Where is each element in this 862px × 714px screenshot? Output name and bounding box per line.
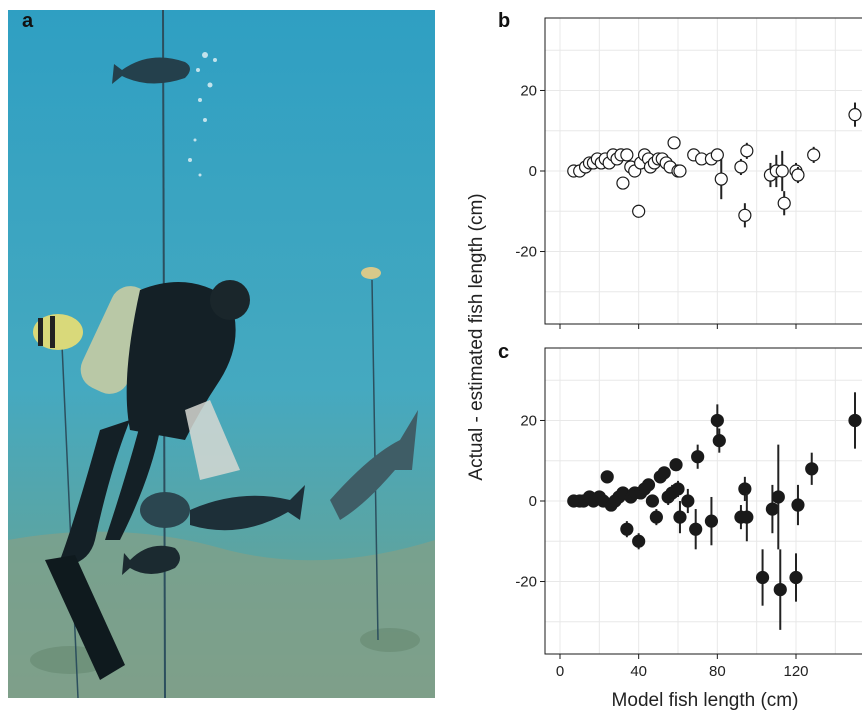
data-point xyxy=(740,510,754,524)
data-point xyxy=(632,204,646,218)
model-fish xyxy=(330,410,418,520)
model-fish xyxy=(122,545,180,575)
y-tick-label: 0 xyxy=(529,493,537,510)
data-point xyxy=(738,482,752,496)
model-fish xyxy=(190,485,305,531)
data-point xyxy=(771,490,785,504)
data-point xyxy=(704,514,719,528)
y-tick-label: -20 xyxy=(515,244,537,261)
x-tick-label: 120 xyxy=(783,663,808,680)
data-point xyxy=(620,148,634,162)
diver-body xyxy=(126,282,236,440)
data-point xyxy=(714,172,728,186)
panel-label-b: b xyxy=(498,10,510,32)
data-point xyxy=(645,494,660,508)
x-tick-labels: 0 40 80 120 xyxy=(556,663,809,680)
data-point xyxy=(765,502,780,516)
data-point xyxy=(689,522,703,536)
y-tick-label: 20 xyxy=(520,412,537,429)
grid xyxy=(545,18,862,324)
x-tick-label: 40 xyxy=(630,663,647,680)
data-point xyxy=(775,164,789,178)
panel-label-c: c xyxy=(498,341,509,363)
axis-ticks: -20 0 20 xyxy=(515,82,797,329)
model-fish-float xyxy=(33,314,83,350)
data-point xyxy=(791,498,805,512)
float-buoy xyxy=(361,267,381,279)
data-point xyxy=(805,462,819,476)
data-point xyxy=(673,164,687,178)
data-point xyxy=(791,168,805,182)
data-point xyxy=(671,482,685,496)
chart-b: -20 0 20 xyxy=(515,17,862,329)
data-point xyxy=(777,196,791,210)
axis-ticks: -20 0 20 xyxy=(515,412,797,659)
data-point xyxy=(712,434,726,448)
y-axis-title: Actual - estimated fish length (cm) xyxy=(466,193,487,480)
x-tick-label: 0 xyxy=(556,663,564,680)
y-tick-label: 0 xyxy=(529,163,537,180)
data-point xyxy=(755,570,770,585)
data-point xyxy=(691,450,705,464)
data-point xyxy=(620,522,634,536)
x-tick-label: 80 xyxy=(709,663,726,680)
x-axis-title: Model fish length (cm) xyxy=(612,690,799,711)
data-points xyxy=(567,392,862,630)
data-point xyxy=(848,108,862,122)
data-point xyxy=(789,570,803,585)
camera-rig xyxy=(185,400,240,480)
data-point xyxy=(773,582,787,597)
data-point xyxy=(649,510,663,524)
data-point xyxy=(657,466,671,480)
data-point xyxy=(632,534,646,548)
data-point xyxy=(710,148,724,162)
diver-head xyxy=(210,280,250,320)
bubbles xyxy=(188,52,217,177)
data-point xyxy=(673,510,687,524)
photo-panel xyxy=(8,9,435,699)
data-points xyxy=(567,102,862,228)
data-point xyxy=(667,136,681,150)
data-point xyxy=(600,470,614,484)
y-tick-label: -20 xyxy=(515,574,537,591)
diver-leg xyxy=(60,420,130,565)
data-point xyxy=(740,144,754,158)
data-point xyxy=(848,413,862,428)
mooring-line xyxy=(61,344,79,699)
y-tick-label: 20 xyxy=(520,82,537,99)
data-point xyxy=(616,176,630,190)
grid xyxy=(545,348,862,654)
data-point xyxy=(738,208,752,222)
data-point xyxy=(710,413,724,428)
panel-label-a: a xyxy=(22,10,34,32)
chart-c: -20 0 20 0 40 80 120 xyxy=(515,347,862,680)
data-point xyxy=(681,494,695,508)
data-point xyxy=(807,148,821,162)
data-point xyxy=(641,478,656,492)
model-fish xyxy=(112,57,190,84)
scuba-diver xyxy=(45,280,250,680)
fin xyxy=(45,555,125,680)
data-point xyxy=(734,160,748,174)
data-point xyxy=(669,458,683,472)
